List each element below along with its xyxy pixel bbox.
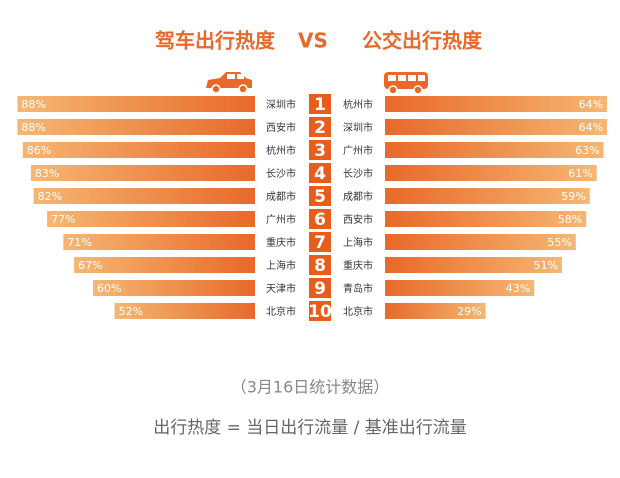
bar bbox=[22, 142, 255, 158]
rank-label: 9 bbox=[314, 279, 326, 299]
city-label: 广州市 bbox=[343, 144, 373, 157]
city-label: 重庆市 bbox=[266, 236, 296, 249]
bar bbox=[74, 257, 255, 273]
value-label: 83% bbox=[35, 167, 59, 180]
city-label: 上海市 bbox=[266, 259, 296, 272]
city-label: 重庆市 bbox=[343, 259, 373, 272]
bar bbox=[385, 211, 587, 227]
value-label: 52% bbox=[119, 305, 143, 318]
rank-label: 1 bbox=[314, 95, 326, 115]
bar bbox=[385, 165, 597, 181]
city-label: 天津市 bbox=[266, 282, 296, 295]
bar bbox=[385, 142, 604, 158]
value-label: 55% bbox=[547, 236, 571, 249]
value-label: 86% bbox=[27, 144, 51, 157]
rank-box bbox=[309, 255, 331, 275]
rank-box bbox=[309, 232, 331, 252]
value-label: 51% bbox=[534, 259, 558, 272]
city-label: 西安市 bbox=[343, 213, 373, 226]
city-label: 西安市 bbox=[266, 121, 296, 134]
bar bbox=[385, 188, 590, 204]
city-label: 广州市 bbox=[266, 213, 296, 226]
bar bbox=[114, 303, 255, 319]
rank-box bbox=[309, 301, 331, 321]
rank-box bbox=[309, 278, 331, 298]
rank-label: 5 bbox=[314, 187, 326, 207]
title-vs: VS bbox=[298, 29, 328, 53]
city-label: 杭州市 bbox=[343, 98, 373, 111]
city-label: 杭州市 bbox=[266, 144, 296, 157]
bus-icon bbox=[384, 72, 428, 95]
bar bbox=[385, 96, 608, 112]
rank-label: 7 bbox=[314, 233, 326, 253]
bar bbox=[93, 280, 255, 296]
rank-label: 6 bbox=[314, 210, 326, 230]
city-label: 上海市 bbox=[343, 236, 373, 249]
rank-box bbox=[309, 140, 331, 160]
value-label: 43% bbox=[506, 282, 530, 295]
city-label: 成都市 bbox=[266, 190, 296, 203]
value-label: 61% bbox=[568, 167, 592, 180]
city-label: 深圳市 bbox=[343, 121, 373, 134]
value-label: 63% bbox=[575, 144, 599, 157]
value-label: 67% bbox=[78, 259, 102, 272]
bar bbox=[385, 280, 535, 296]
bar bbox=[63, 234, 255, 250]
value-label: 58% bbox=[558, 213, 582, 226]
city-label: 青岛市 bbox=[343, 282, 373, 295]
value-label: 59% bbox=[561, 190, 585, 203]
value-label: 60% bbox=[97, 282, 121, 295]
value-label: 82% bbox=[38, 190, 62, 203]
rank-label: 4 bbox=[314, 164, 326, 184]
rank-label: 8 bbox=[314, 256, 326, 276]
note: （3月16日统计数据） bbox=[231, 378, 390, 397]
formula: 出行热度 = 当日出行流量 / 基准出行流量 bbox=[153, 418, 467, 438]
bar bbox=[17, 96, 256, 112]
bar bbox=[385, 119, 608, 135]
city-label: 长沙市 bbox=[343, 167, 373, 180]
rank-box bbox=[309, 209, 331, 229]
rank-box bbox=[309, 163, 331, 183]
city-label: 长沙市 bbox=[266, 167, 296, 180]
bar bbox=[385, 234, 576, 250]
value-label: 77% bbox=[51, 213, 75, 226]
value-label: 64% bbox=[579, 121, 603, 134]
bar bbox=[33, 188, 255, 204]
title-right: 公交出行热度 bbox=[362, 29, 483, 53]
rank-box bbox=[309, 94, 331, 114]
rank-label: 3 bbox=[314, 141, 326, 161]
rank-box bbox=[309, 117, 331, 137]
city-label: 北京市 bbox=[266, 305, 296, 318]
city-label: 深圳市 bbox=[266, 98, 296, 111]
value-label: 88% bbox=[21, 121, 45, 134]
bar bbox=[30, 165, 256, 181]
bar bbox=[385, 257, 562, 273]
value-label: 29% bbox=[457, 305, 481, 318]
bar bbox=[385, 303, 486, 319]
value-label: 88% bbox=[21, 98, 45, 111]
bar bbox=[47, 211, 255, 227]
rank-box bbox=[309, 186, 331, 206]
city-label: 北京市 bbox=[343, 305, 373, 318]
bar bbox=[17, 119, 256, 135]
city-label: 成都市 bbox=[343, 190, 373, 203]
rank-label: 2 bbox=[314, 118, 326, 138]
rank-label: 10 bbox=[308, 302, 332, 322]
car-icon bbox=[206, 72, 252, 94]
title-left: 驾车出行热度 bbox=[155, 29, 276, 53]
value-label: 64% bbox=[579, 98, 603, 111]
value-label: 71% bbox=[67, 236, 91, 249]
